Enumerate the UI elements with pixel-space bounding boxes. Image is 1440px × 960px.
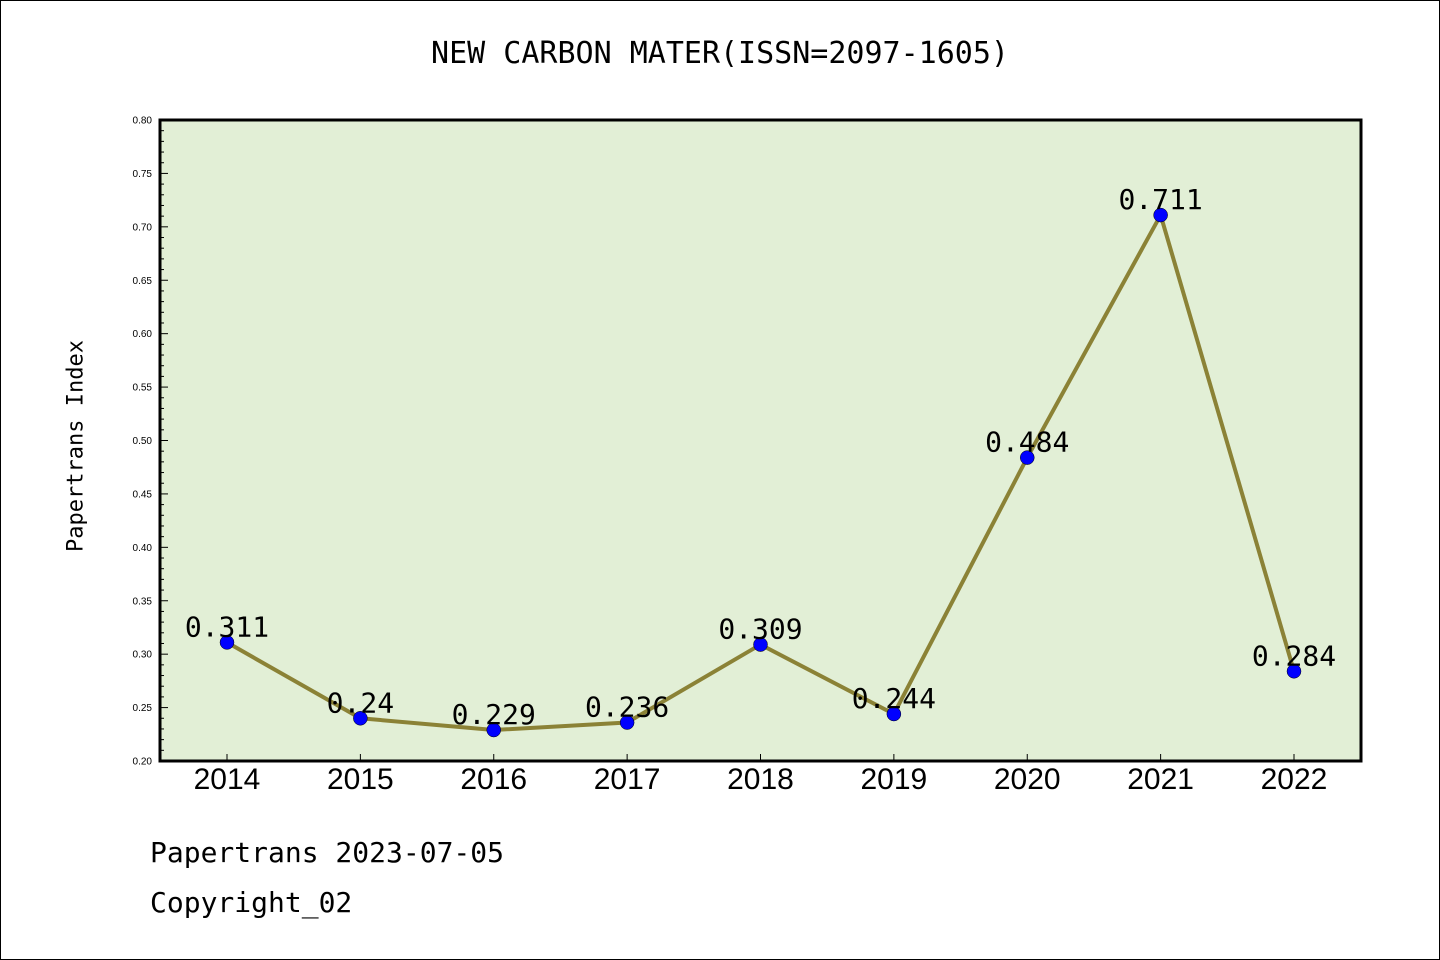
y-tick-label: 0.65 (133, 276, 153, 287)
y-tick-label: 0.20 (133, 757, 153, 768)
data-point (219, 635, 235, 650)
y-tick-label: 0.80 (133, 116, 153, 127)
x-tick-label: 2019 (861, 763, 928, 796)
data-point (353, 711, 368, 726)
data-label: 0.236 (585, 691, 669, 724)
data-point (486, 722, 501, 738)
x-tick-label: 2016 (460, 763, 527, 796)
y-tick-label: 0.35 (133, 596, 153, 607)
data-point (619, 715, 635, 730)
data-label: 0.229 (452, 698, 536, 731)
chart-title: NEW CARBON MATER(ISSN=2097-1605) (431, 36, 1009, 71)
x-tick-label: 2022 (1261, 763, 1328, 796)
footer-copyright: Copyright_02 (150, 886, 353, 919)
y-tick-label: 0.40 (133, 543, 153, 554)
x-tick-label: 2017 (594, 763, 661, 796)
x-tick-label: 2014 (194, 763, 261, 796)
data-point (1286, 664, 1302, 679)
data-point (753, 637, 768, 652)
x-tick-label: 2015 (327, 763, 394, 796)
data-label: 0.309 (718, 613, 802, 646)
x-tick-label: 2018 (727, 763, 794, 796)
y-tick-label: 0.55 (133, 383, 153, 394)
y-tick-label: 0.60 (133, 329, 153, 340)
data-point (886, 706, 902, 722)
y-tick-label: 0.25 (133, 703, 153, 714)
plot-area (160, 120, 1361, 761)
data-label: 0.484 (985, 426, 1069, 459)
y-tick-label: 0.70 (133, 222, 153, 233)
data-label: 0.311 (185, 610, 269, 643)
y-tick-label: 0.75 (133, 169, 153, 180)
y-tick-label: 0.45 (133, 489, 153, 500)
x-tick-label: 2021 (1127, 763, 1194, 796)
data-label: 0.284 (1252, 639, 1336, 672)
y-tick-label: 0.30 (133, 650, 153, 661)
x-tick-label: 2020 (994, 763, 1061, 796)
data-point (1153, 207, 1168, 223)
footer-date: Papertrans 2023-07-05 (150, 836, 505, 869)
data-point (1020, 450, 1035, 465)
data-label: 0.244 (852, 682, 936, 715)
data-label: 0.711 (1118, 183, 1202, 216)
data-label: 0.24 (327, 686, 394, 719)
plot-border (158, 118, 1363, 763)
y-tick-label: 0.50 (133, 436, 153, 447)
